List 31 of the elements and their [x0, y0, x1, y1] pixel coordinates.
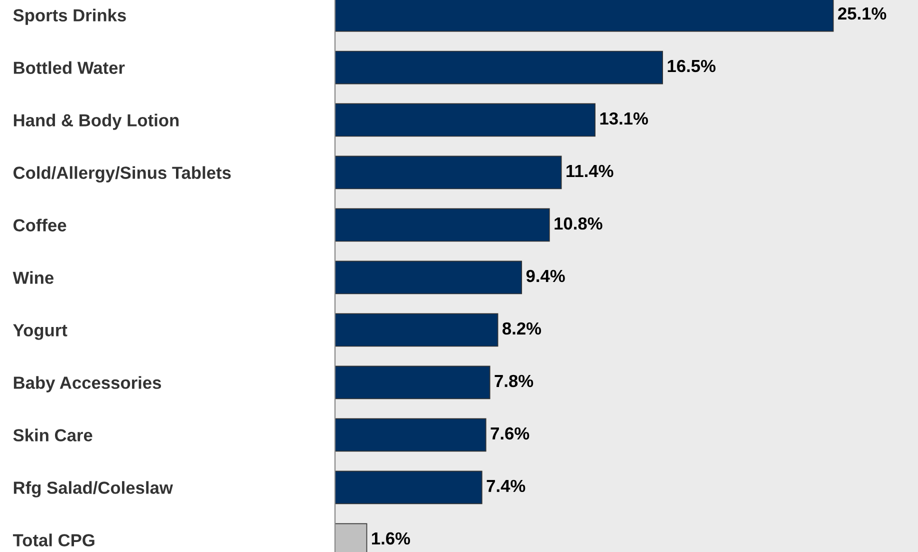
data-label: 10.8%: [554, 217, 602, 230]
data-label: 8.2%: [502, 322, 542, 335]
y-tick-label: Skin Care: [13, 428, 92, 442]
bar: [335, 470, 482, 504]
data-label: 25.1%: [838, 7, 886, 20]
y-tick-label: Sports Drinks: [13, 8, 126, 25]
data-label: 16.5%: [668, 60, 716, 72]
bar: [335, 418, 486, 452]
data-label: 1.6%: [372, 532, 410, 545]
y-tick-label: Wine: [12, 271, 54, 284]
bar: [335, 366, 490, 400]
y-tick-label: Rfg Salad/Coleslaw: [14, 481, 173, 498]
bar: [335, 313, 498, 347]
data-label: 7.4%: [486, 480, 526, 492]
bar: [335, 260, 522, 294]
data-label: 11.4%: [566, 164, 614, 178]
y-tick-label: Bottled Water: [14, 61, 125, 74]
y-tick-label: Yogurt: [13, 324, 68, 340]
y-tick-label: Total CPG: [12, 534, 94, 546]
data-label: 13.1%: [600, 112, 648, 125]
y-tick-label: Hand & Body Lotion: [14, 114, 179, 130]
bar: [335, 208, 550, 242]
bar: [335, 103, 596, 137]
data-label: 9.4%: [526, 270, 565, 282]
data-label: 7.6%: [490, 427, 530, 440]
bar: [335, 156, 562, 190]
y-tick-label: Baby Accessories: [14, 376, 161, 392]
y-tick-label: Cold/Allergy/Sinus Tablets: [13, 166, 231, 182]
bar: [335, 50, 663, 84]
y-tick-label: Coffee: [13, 218, 66, 232]
data-label: 7.8%: [494, 374, 534, 388]
